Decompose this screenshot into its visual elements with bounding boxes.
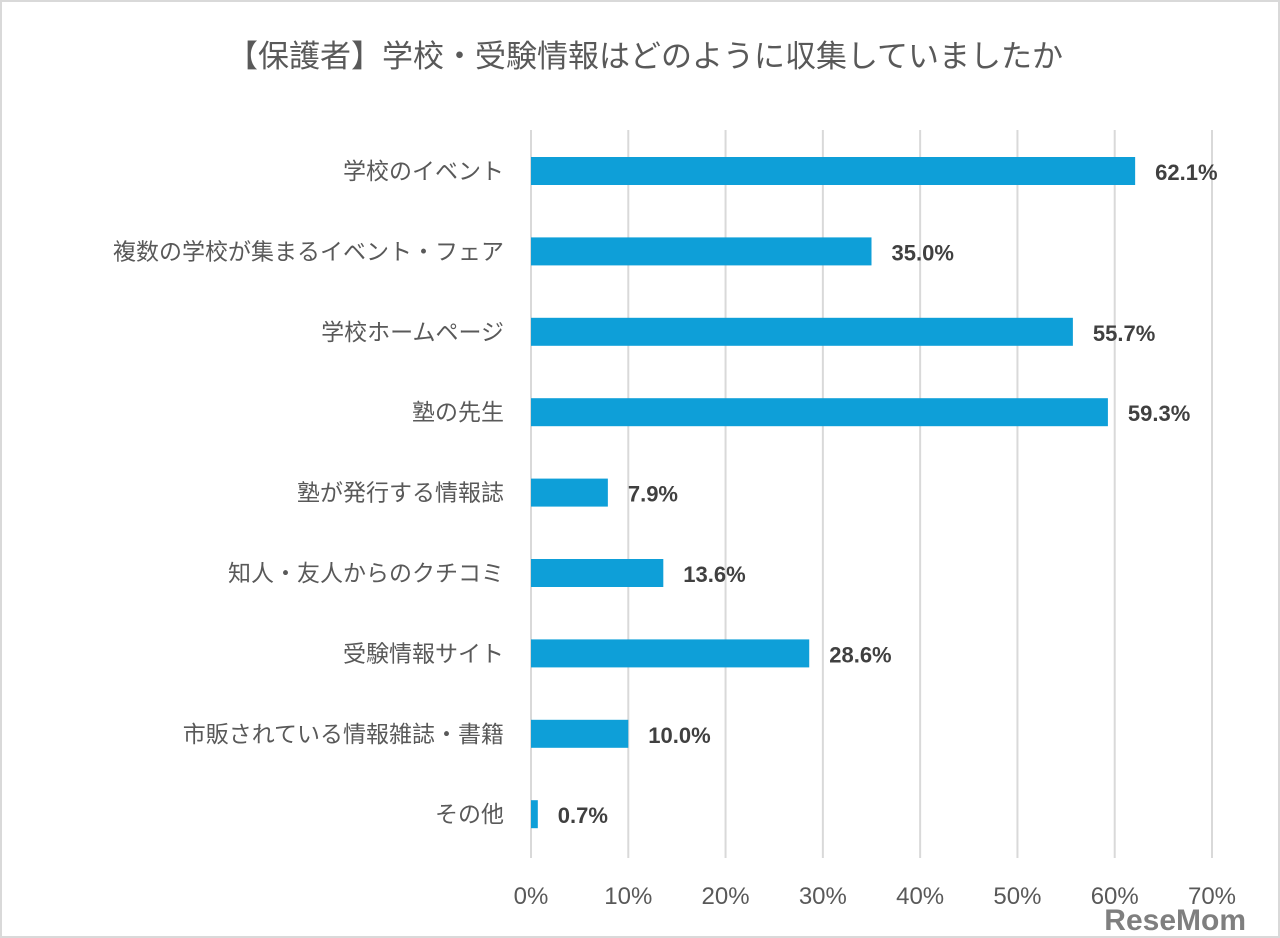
data-label: 7.9% bbox=[628, 482, 678, 507]
chart-title: 【保護者】学校・受験情報はどのように収集していましたか bbox=[227, 39, 1063, 75]
category-label: 学校ホームページ bbox=[321, 320, 504, 346]
data-label: 0.7% bbox=[558, 803, 608, 828]
data-label: 62.1% bbox=[1155, 160, 1217, 185]
x-tick-label: 0% bbox=[514, 883, 549, 910]
category-label: 塾が発行する情報誌 bbox=[297, 481, 504, 507]
x-tick-label: 30% bbox=[799, 883, 847, 910]
bar bbox=[531, 398, 1108, 427]
category-label: 複数の学校が集まるイベント・フェア bbox=[113, 239, 504, 265]
data-label: 55.7% bbox=[1093, 321, 1155, 346]
data-label: 59.3% bbox=[1128, 401, 1190, 426]
x-tick-label: 70% bbox=[1188, 883, 1236, 910]
x-tick-label: 10% bbox=[604, 883, 652, 910]
data-label: 28.6% bbox=[829, 642, 891, 667]
data-label: 10.0% bbox=[648, 723, 710, 748]
bar bbox=[531, 157, 1136, 185]
data-label: 13.6% bbox=[683, 562, 745, 587]
bar bbox=[531, 237, 872, 266]
bar bbox=[531, 800, 538, 829]
bar bbox=[531, 639, 810, 668]
x-tick-label: 60% bbox=[1091, 883, 1139, 910]
category-label: 市販されている情報雑誌・書籍 bbox=[183, 722, 504, 748]
category-label: 受験情報サイト bbox=[343, 641, 504, 667]
x-tick-label: 40% bbox=[896, 883, 944, 910]
bar bbox=[531, 478, 608, 507]
bar bbox=[531, 559, 664, 587]
x-tick-label: 50% bbox=[993, 883, 1041, 910]
x-tick-label: 20% bbox=[702, 883, 750, 910]
category-label: 塾の先生 bbox=[412, 400, 504, 426]
category-label: 知人・友人からのクチコミ bbox=[228, 561, 504, 587]
resemom-logo: ReseMom bbox=[1104, 904, 1246, 937]
data-label: 35.0% bbox=[892, 240, 954, 265]
bar bbox=[531, 719, 629, 748]
category-label: 学校のイベント bbox=[343, 159, 504, 185]
category-label: その他 bbox=[435, 802, 504, 828]
bar bbox=[531, 317, 1073, 346]
